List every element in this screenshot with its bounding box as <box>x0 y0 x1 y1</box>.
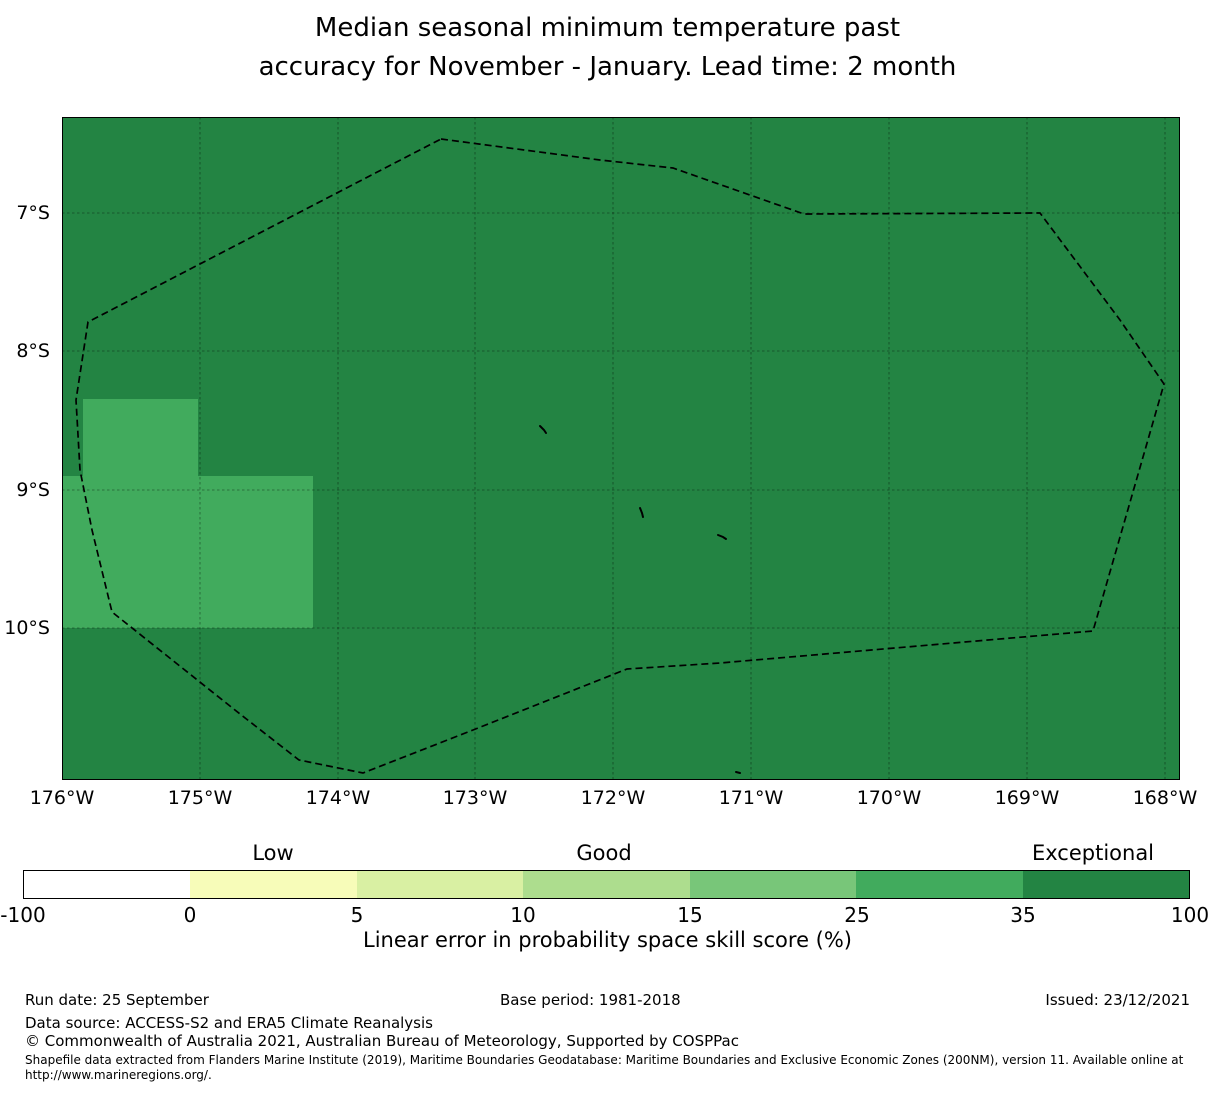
map <box>62 117 1180 780</box>
colorbar <box>23 870 1190 899</box>
island-mark <box>639 507 644 518</box>
island-marks <box>539 425 741 774</box>
x-tick-label-173w: 173°W <box>442 787 508 809</box>
footer-shapefile-line-2: http://www.marineregions.org/. <box>25 1068 212 1082</box>
colorbar-segment-10-15 <box>523 871 690 898</box>
colorbar-tick-35: 35 <box>1010 903 1036 927</box>
highlight-cell-north <box>83 399 198 477</box>
y-tick-label-8s: 8°S <box>16 340 50 362</box>
chart-title: Median seasonal minimum temperature past… <box>0 9 1215 87</box>
colorbar-category-exceptional: Exceptional <box>1031 841 1155 865</box>
colorbar-tick-10: 10 <box>510 903 536 927</box>
chart-title-line-1: Median seasonal minimum temperature past <box>314 13 901 43</box>
island-mark <box>717 534 727 540</box>
colorbar-tick-5: 5 <box>350 903 364 927</box>
colorbar-tick-15: 15 <box>677 903 703 927</box>
colorbar-category-low: Low <box>252 841 294 865</box>
colorbar-segment-15-25 <box>689 871 857 898</box>
map-frame <box>62 117 1180 780</box>
x-tick-label-176w: 176°W <box>29 787 95 809</box>
island-mark <box>735 771 741 774</box>
footer-issued: Issued: 23/12/2021 <box>1045 991 1190 1009</box>
x-tick-label-171w: 171°W <box>718 787 784 809</box>
footer-data-source: Data source: ACCESS-S2 and ERA5 Climate … <box>25 1014 433 1032</box>
highlight-cell-south <box>62 476 313 628</box>
x-tick-label-168w: 168°W <box>1132 787 1198 809</box>
x-tick-label-169w: 169°W <box>994 787 1060 809</box>
colorbar-category-good: Good <box>576 841 632 865</box>
footer-run-date: Run date: 25 September <box>25 991 209 1009</box>
y-tick-label-9s: 9°S <box>16 479 50 501</box>
x-tick-label-170w: 170°W <box>856 787 922 809</box>
chart-title-line-2: accuracy for November - January. Lead ti… <box>258 52 957 82</box>
colorbar-segment-35-100 <box>1022 871 1189 898</box>
y-tick-label-7s: 7°S <box>16 202 50 224</box>
eez-boundary <box>75 138 1165 774</box>
colorbar-tick-0: 0 <box>183 903 197 927</box>
footer-shapefile-line-1: Shapefile data extracted from Flanders M… <box>25 1053 1184 1067</box>
colorbar-tick-neg100: -100 <box>0 903 46 927</box>
x-tick-label-175w: 175°W <box>167 787 233 809</box>
colorbar-tick-25: 25 <box>844 903 870 927</box>
y-tick-label-10s: 10°S <box>4 617 50 639</box>
island-mark <box>539 425 547 434</box>
colorbar-tick-100: 100 <box>1170 903 1210 927</box>
footer-copyright: © Commonwealth of Australia 2021, Austra… <box>25 1032 739 1050</box>
x-tick-label-174w: 174°W <box>305 787 371 809</box>
colorbar-segment-0-5 <box>190 871 357 898</box>
map-background <box>62 117 1180 780</box>
colorbar-segment-5-10 <box>356 871 524 898</box>
colorbar-caption: Linear error in probability space skill … <box>363 928 852 952</box>
footer-base-period: Base period: 1981-2018 <box>500 991 681 1009</box>
colorbar-segment-25-35 <box>856 871 1023 898</box>
x-tick-label-172w: 172°W <box>580 787 646 809</box>
colorbar-segment-neg100-0 <box>24 871 191 898</box>
